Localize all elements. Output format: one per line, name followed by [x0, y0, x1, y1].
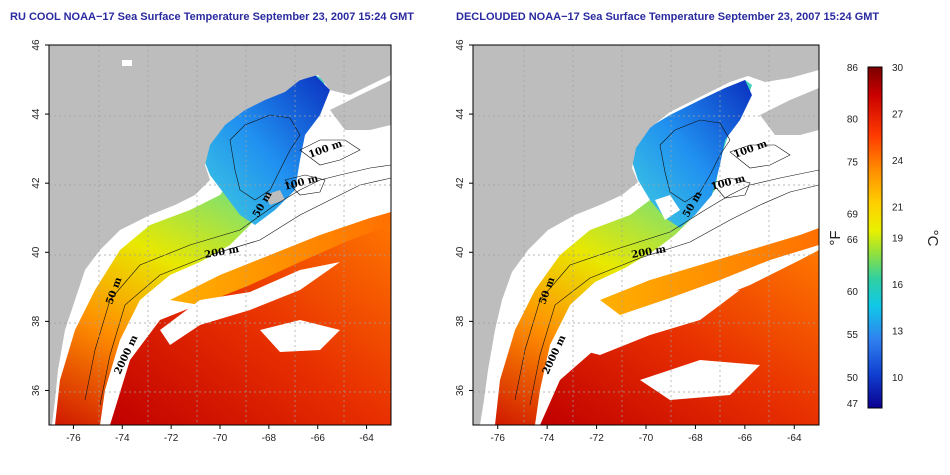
cloud-gap [580, 290, 740, 355]
fahrenheit-tick-label: 55 [847, 330, 859, 341]
bathymetry-contours [84, 114, 391, 406]
x-tick-label: -70 [213, 433, 228, 444]
x-tick-label: -70 [639, 433, 654, 444]
sst-map-raw [48, 44, 392, 426]
colorbar-gradient [867, 66, 883, 409]
bathymetry-contours [514, 119, 819, 406]
y-tick-label: 36 [455, 384, 466, 396]
grid-lines [473, 45, 819, 425]
y-tick-label: 36 [31, 384, 42, 396]
axis-ticks: -76 -74 -72 -70 -68 -66 -64 36 38 40 42 44 46 -76 -74 -… [31, 39, 802, 444]
y-tick-label: 40 [455, 246, 466, 258]
x-tick-label: -76 [66, 433, 81, 444]
gulf-of-maine-water [630, 80, 752, 228]
x-tick-label: -68 [262, 433, 277, 444]
fahrenheit-tick-label: 75 [847, 158, 859, 169]
celsius-tick-label: 27 [892, 110, 904, 121]
cloud-gap [640, 360, 760, 400]
celsius-unit-label: °C [924, 230, 941, 247]
cloud-gap [160, 262, 340, 345]
grid-lines [49, 45, 391, 425]
y-tick-label: 40 [31, 246, 42, 258]
fahrenheit-tick-label: 60 [847, 287, 859, 298]
slope-water [600, 228, 819, 315]
colorbar-ticks: 30 27 24 21 19 16 13 10 86 80 75 69 66 60 55 50 47 [847, 63, 904, 410]
left-panel-title: RU COOL NOAA−17 Sea Surface Temperature … [10, 11, 415, 23]
x-tick-label: -68 [688, 433, 703, 444]
celsius-tick-label: 21 [892, 203, 904, 214]
x-tick-label: -72 [589, 433, 604, 444]
celsius-tick-label: 10 [892, 373, 904, 384]
cloud-patch [122, 60, 132, 66]
fahrenheit-tick-label: 80 [847, 115, 859, 126]
x-tick-label: -66 [310, 433, 325, 444]
cloud-gap [260, 320, 340, 352]
land-mass [49, 45, 391, 425]
gulf-of-maine-water [200, 75, 330, 225]
fahrenheit-tick-label: 50 [847, 373, 859, 384]
x-tick-label: -74 [540, 433, 555, 444]
x-tick-label: -64 [359, 433, 374, 444]
y-tick-label: 38 [31, 315, 42, 327]
land-mass [473, 45, 819, 425]
right-panel-title: DECLOUDED NOAA−17 Sea Surface Temperatur… [456, 11, 880, 23]
y-tick-label: 44 [455, 108, 466, 120]
gulf-stream-water [540, 250, 819, 425]
x-tick-label: -66 [738, 433, 753, 444]
y-tick-label: 38 [455, 315, 466, 327]
x-tick-label: -76 [490, 433, 505, 444]
slope-water [170, 212, 391, 305]
y-tick-label: 42 [455, 177, 466, 189]
land-mass [330, 80, 391, 130]
celsius-tick-label: 16 [892, 280, 904, 291]
y-tick-label: 46 [455, 39, 466, 51]
fahrenheit-tick-label: 69 [847, 209, 859, 220]
x-tick-label: -74 [115, 433, 130, 444]
y-tick-label: 44 [31, 108, 42, 120]
cloud-gap [655, 195, 680, 220]
celsius-tick-label: 30 [892, 63, 904, 74]
fahrenheit-tick-label: 86 [847, 63, 859, 74]
land-mass [265, 190, 285, 205]
temperature-colorbar [867, 66, 883, 409]
y-tick-label: 42 [31, 177, 42, 189]
x-tick-label: -64 [787, 433, 802, 444]
celsius-tick-label: 19 [892, 234, 904, 245]
land-mass [760, 88, 819, 135]
sst-map-declouded [472, 44, 820, 426]
fahrenheit-tick-label: 66 [847, 235, 859, 246]
fahrenheit-tick-label: 47 [847, 399, 859, 410]
celsius-tick-label: 13 [892, 327, 904, 338]
x-tick-label: -72 [164, 433, 179, 444]
celsius-tick-label: 24 [892, 156, 904, 167]
y-tick-label: 46 [31, 39, 42, 51]
fahrenheit-unit-label: °F [827, 230, 844, 245]
